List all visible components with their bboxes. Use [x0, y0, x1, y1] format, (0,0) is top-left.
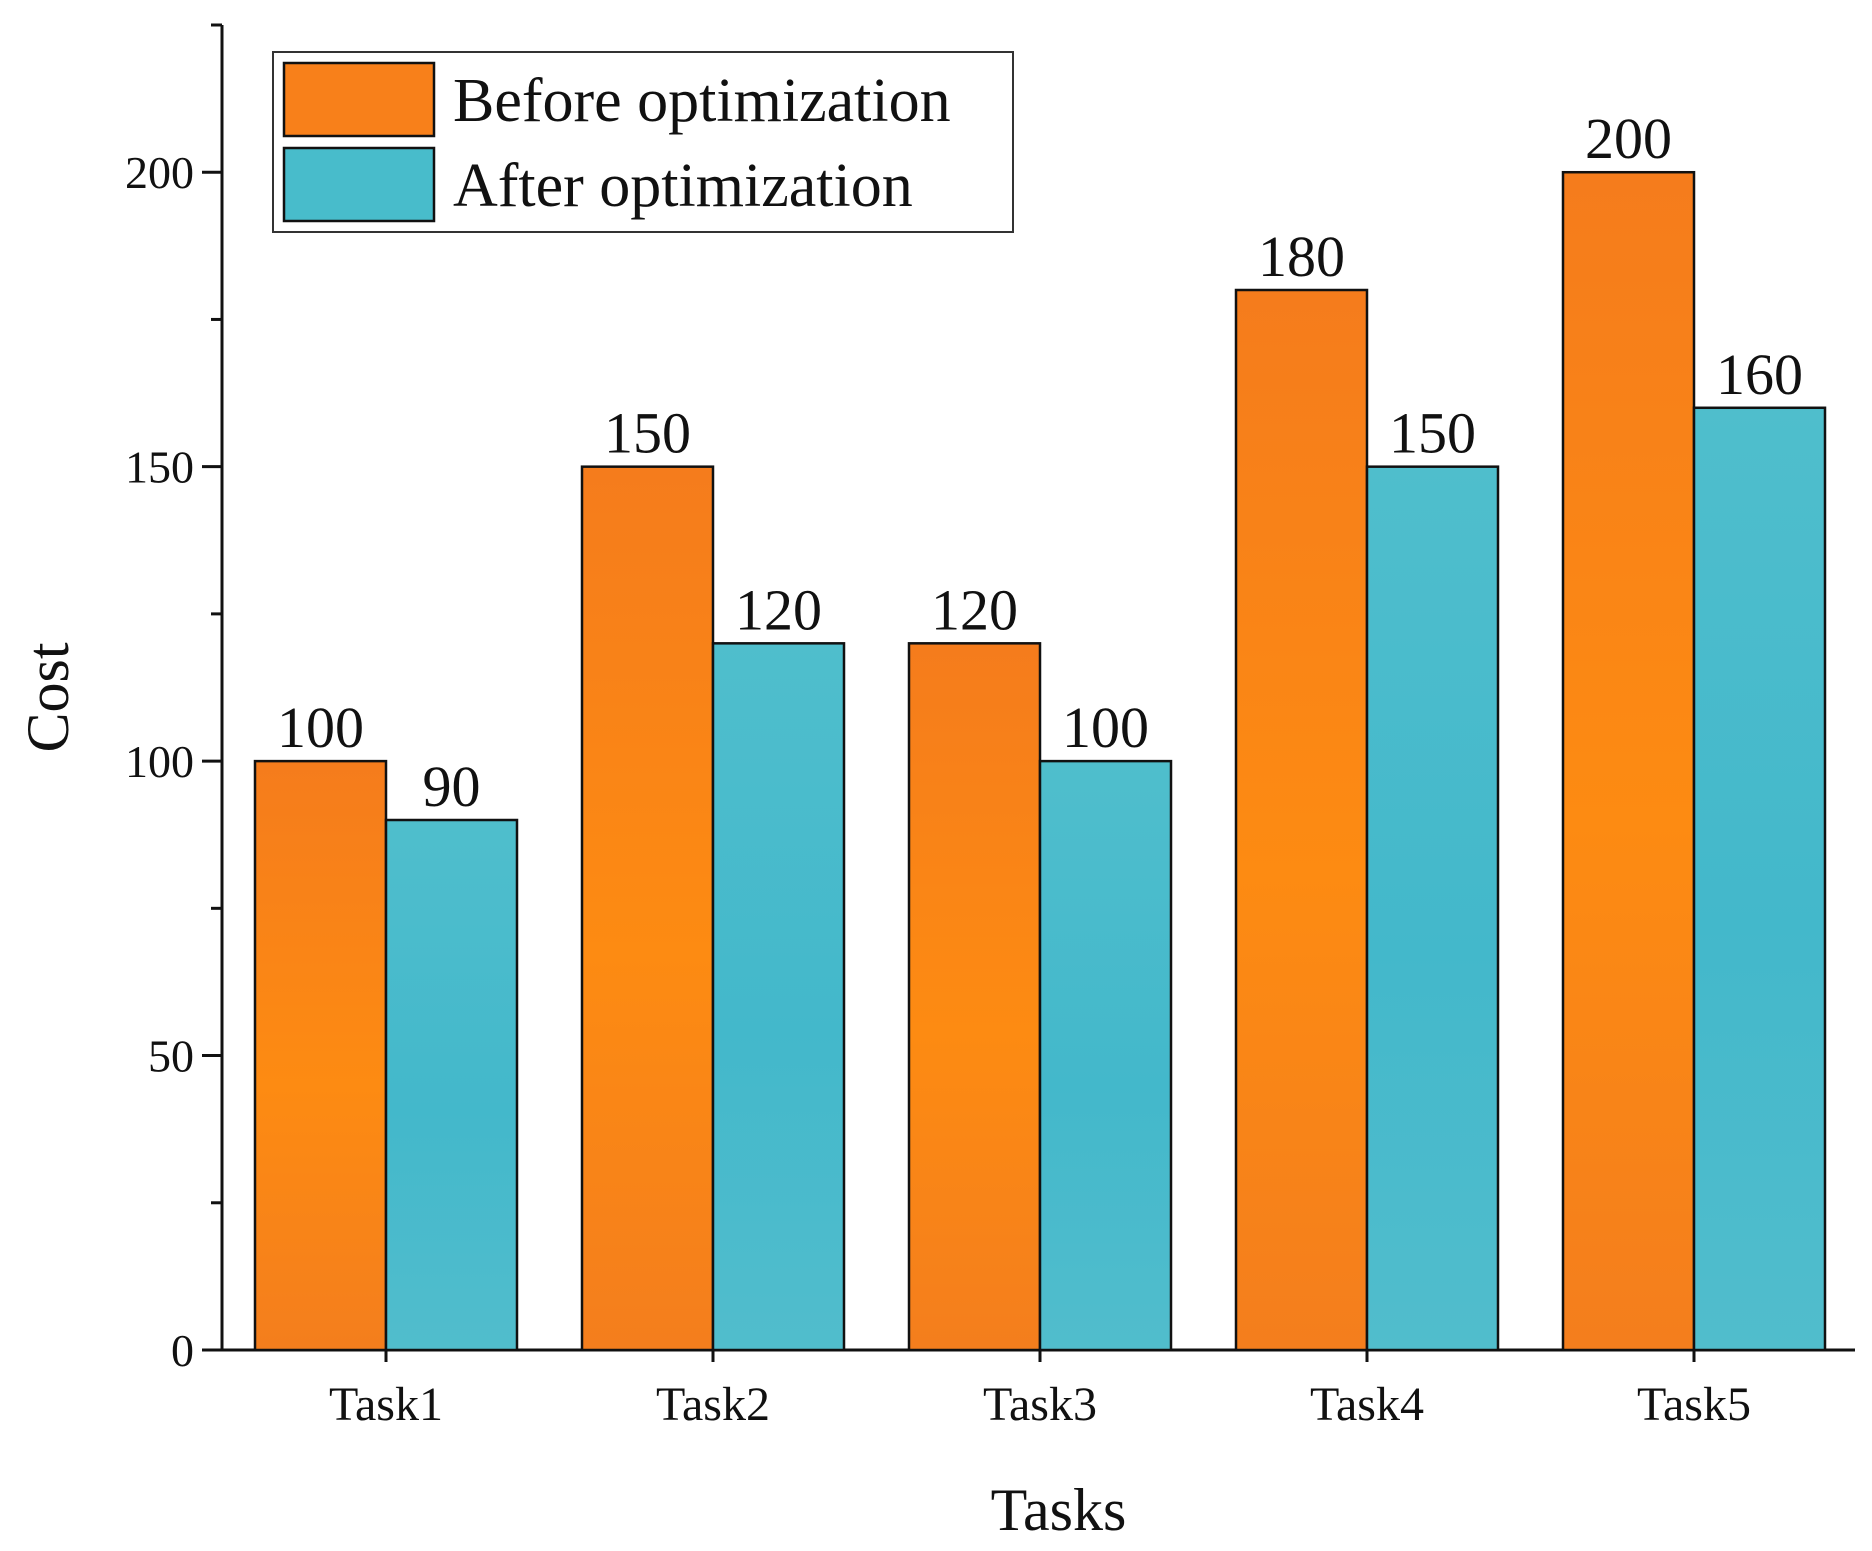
x-tick-label: Task5 — [1637, 1378, 1751, 1431]
x-tick-label: Task4 — [1310, 1378, 1424, 1431]
axes: 0 50 100 150 200 Task1 Task2 Task3 Task4 Task5 Tas… — [15, 23, 1855, 1543]
bar-before-task2 — [580, 465, 715, 1352]
legend-label-before: Before optimization — [453, 67, 951, 135]
data-label: 150 — [604, 401, 691, 466]
bar-before-task1 — [253, 759, 388, 1352]
x-tick-label: Task2 — [656, 1378, 770, 1431]
bars — [253, 170, 1827, 1352]
data-label: 100 — [1062, 695, 1149, 760]
data-label: 120 — [931, 577, 1018, 642]
bar-before-task5 — [1561, 170, 1696, 1352]
legend: Before optimization After optimization — [272, 51, 1014, 233]
bar-before-task4 — [1234, 288, 1369, 1352]
legend-label-after: After optimization — [453, 152, 913, 220]
x-axis-title: Tasks — [991, 1477, 1127, 1543]
bar-after-task5 — [1692, 406, 1827, 1352]
y-tick-label: 200 — [125, 147, 194, 198]
data-label: 100 — [277, 695, 364, 760]
data-label: 150 — [1389, 401, 1476, 466]
y-tick-label: 50 — [148, 1031, 194, 1082]
data-label: 120 — [735, 577, 822, 642]
data-label: 160 — [1716, 342, 1803, 407]
data-label: 180 — [1258, 224, 1345, 289]
y-tick-label: 150 — [125, 442, 194, 493]
legend-swatch-after — [282, 146, 436, 223]
y-tick-label: 100 — [125, 736, 194, 787]
data-label: 200 — [1585, 106, 1672, 171]
data-label: 90 — [423, 754, 481, 819]
x-tick-label: Task3 — [983, 1378, 1097, 1431]
data-labels: 100 150 120 180 200 90 120 100 150 160 — [277, 106, 1803, 819]
bar-after-task3 — [1038, 759, 1173, 1352]
y-tick-label: 0 — [171, 1325, 194, 1376]
legend-swatch-before — [282, 61, 436, 138]
bar-after-task1 — [384, 818, 519, 1352]
bar-before-task3 — [907, 642, 1042, 1352]
x-tick-label: Task1 — [329, 1378, 443, 1431]
bar-after-task2 — [711, 642, 846, 1352]
y-axis-title: Cost — [15, 642, 81, 752]
bar-after-task4 — [1365, 465, 1500, 1352]
